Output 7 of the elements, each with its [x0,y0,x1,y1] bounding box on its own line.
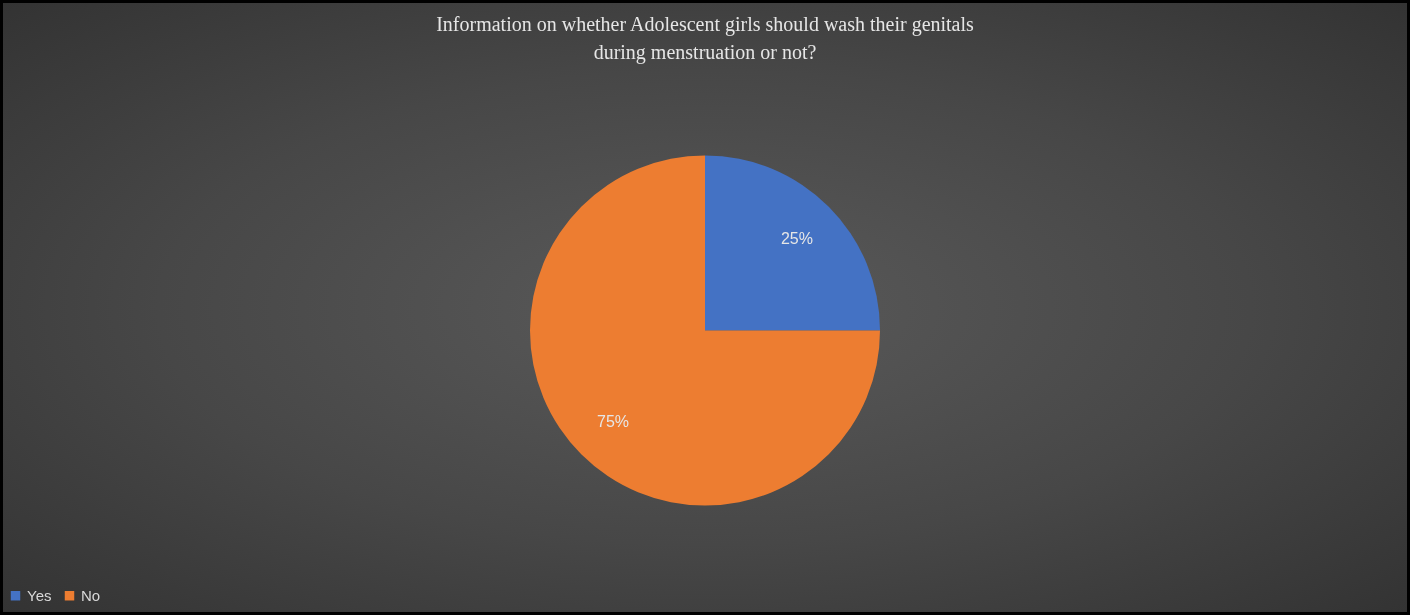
data-label: 75% [597,413,630,431]
chart-title: Information on whether Adolescent girls should wash their genitals during menstruation or not? [436,13,975,64]
pie-slice [530,155,880,506]
data-label: 25% [780,229,813,247]
pie-slice [705,155,880,331]
legend-label: Yes [27,586,52,604]
legend-label: No [81,586,101,604]
